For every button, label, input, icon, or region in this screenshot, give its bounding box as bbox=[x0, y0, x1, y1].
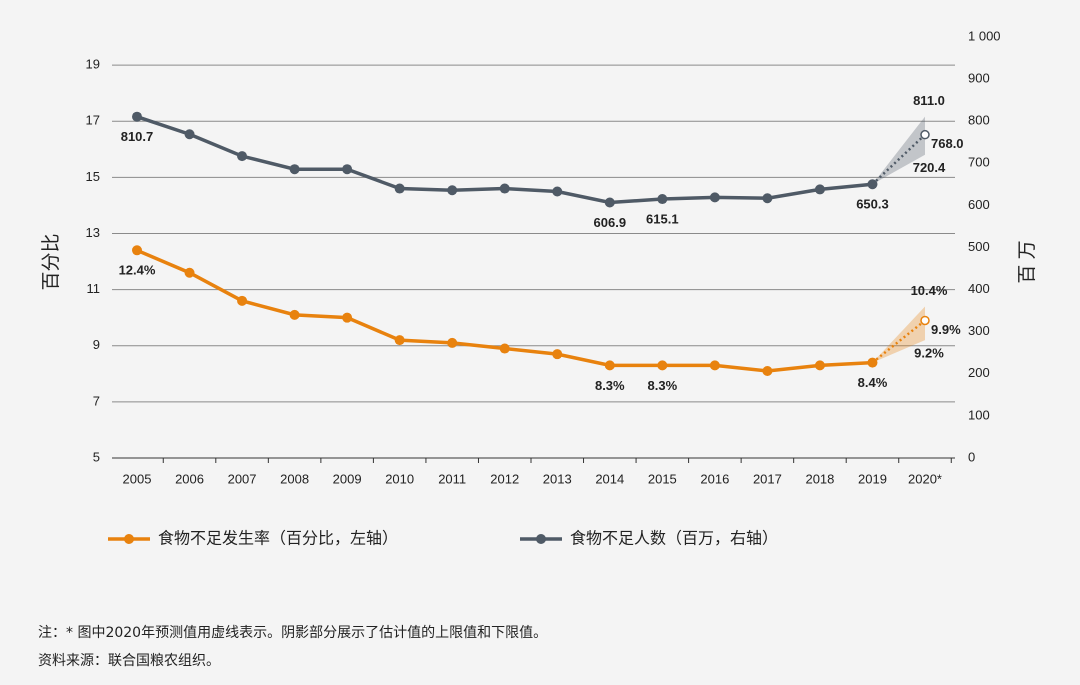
y-tick-label: 19 bbox=[86, 57, 100, 72]
data-label: 650.3 bbox=[856, 197, 889, 212]
point bbox=[867, 179, 878, 190]
y-tick-label: 13 bbox=[86, 225, 100, 240]
x-tick-label: 2014 bbox=[595, 471, 624, 486]
x-tick-label: 2015 bbox=[648, 471, 677, 486]
point bbox=[132, 245, 142, 256]
point bbox=[289, 164, 300, 175]
data-label: 615.1 bbox=[646, 211, 679, 226]
point bbox=[132, 111, 142, 122]
x-tick-label: 2005 bbox=[123, 471, 152, 486]
point bbox=[237, 295, 248, 306]
y-tick-label: 7 bbox=[93, 393, 100, 408]
y2-tick-label: 1 000 bbox=[968, 28, 1001, 43]
data-label: 8.3% bbox=[595, 378, 625, 393]
y2-tick-label: 500 bbox=[968, 239, 990, 254]
legend-marker bbox=[124, 534, 134, 544]
data-label: 768.0 bbox=[931, 136, 964, 151]
point bbox=[920, 315, 930, 326]
x-tick-label: 2009 bbox=[333, 471, 362, 486]
x-tick-label: 2010 bbox=[385, 471, 414, 486]
point bbox=[709, 360, 720, 371]
source: 资料来源：联合国粮农组织。 bbox=[38, 653, 220, 669]
x-tick-label: 2013 bbox=[543, 471, 572, 486]
point bbox=[552, 349, 563, 360]
x-tick-label: 2006 bbox=[175, 471, 204, 486]
point bbox=[184, 267, 195, 278]
point bbox=[394, 183, 405, 194]
y2-tick-label: 800 bbox=[968, 113, 990, 128]
data-label: 606.9 bbox=[594, 215, 627, 230]
note: 注：* 图中2020年预测值用虚线表示。阴影部分展示了估计值的上限值和下限值。 bbox=[38, 625, 548, 641]
point bbox=[184, 129, 195, 140]
point bbox=[342, 164, 353, 175]
y2-tick-label: 200 bbox=[968, 365, 990, 380]
x-tick-label: 2007 bbox=[228, 471, 257, 486]
band-label: 720.4 bbox=[913, 160, 946, 175]
y-tick-label: 17 bbox=[86, 113, 100, 128]
point bbox=[604, 360, 615, 371]
y2-tick-label: 700 bbox=[968, 155, 990, 170]
point bbox=[762, 193, 773, 204]
point bbox=[499, 343, 510, 354]
point bbox=[657, 194, 668, 205]
y-tick-label: 9 bbox=[93, 337, 100, 352]
y2-tick-label: 0 bbox=[968, 449, 975, 464]
data-label: 12.4% bbox=[119, 263, 156, 278]
x-tick-label: 2016 bbox=[700, 471, 729, 486]
y-axis-label: 百分比 bbox=[40, 233, 62, 290]
forecast-band bbox=[872, 306, 925, 363]
x-tick-label: 2018 bbox=[805, 471, 834, 486]
point bbox=[447, 185, 458, 196]
y2-tick-label: 300 bbox=[968, 323, 990, 338]
point bbox=[814, 184, 825, 195]
x-tick-label: 2017 bbox=[753, 471, 782, 486]
x-tick-label: 2008 bbox=[280, 471, 309, 486]
point bbox=[237, 151, 248, 162]
point bbox=[762, 365, 773, 376]
point bbox=[920, 129, 930, 140]
point bbox=[447, 337, 458, 348]
legend-marker bbox=[536, 534, 546, 544]
y2-tick-label: 600 bbox=[968, 197, 990, 212]
data-label: 8.3% bbox=[648, 378, 678, 393]
forecast-band bbox=[872, 116, 925, 185]
y-tick-label: 5 bbox=[93, 449, 100, 464]
x-tick-label: 2012 bbox=[490, 471, 519, 486]
point bbox=[342, 312, 353, 323]
point bbox=[394, 335, 405, 346]
legend-label: 食物不足发生率（百分比，左轴） bbox=[158, 529, 398, 548]
x-tick-label: 2019 bbox=[858, 471, 887, 486]
point bbox=[814, 360, 825, 371]
y2-tick-label: 100 bbox=[968, 407, 990, 422]
point bbox=[709, 192, 720, 203]
point bbox=[499, 183, 510, 194]
x-tick-label: 2011 bbox=[438, 471, 466, 486]
y-tick-label: 15 bbox=[86, 169, 100, 184]
band-label: 811.0 bbox=[913, 93, 945, 108]
point bbox=[604, 197, 615, 208]
x-tick-label: 2020* bbox=[908, 471, 942, 486]
point bbox=[657, 360, 668, 371]
data-label: 810.7 bbox=[121, 129, 154, 144]
legend-label: 食物不足人数（百万，右轴） bbox=[570, 529, 778, 548]
point bbox=[552, 186, 563, 197]
data-label: 9.9% bbox=[931, 322, 961, 337]
band-label: 9.2% bbox=[914, 346, 944, 361]
chart: 5 7 9 11 13 15 17 19 0 100 200 300 400 500 600 700 800 90… bbox=[40, 28, 1038, 548]
y2-tick-label: 400 bbox=[968, 281, 990, 296]
band-label: 10.4% bbox=[911, 283, 948, 298]
point bbox=[289, 309, 300, 320]
point bbox=[867, 357, 878, 368]
y2-axis-label: 百 万 bbox=[1017, 240, 1038, 283]
forecast-line bbox=[871, 133, 926, 186]
data-label: 8.4% bbox=[858, 375, 888, 390]
forecast-line bbox=[871, 319, 926, 364]
y2-tick-label: 900 bbox=[968, 71, 990, 86]
y-tick-label: 11 bbox=[87, 281, 101, 296]
